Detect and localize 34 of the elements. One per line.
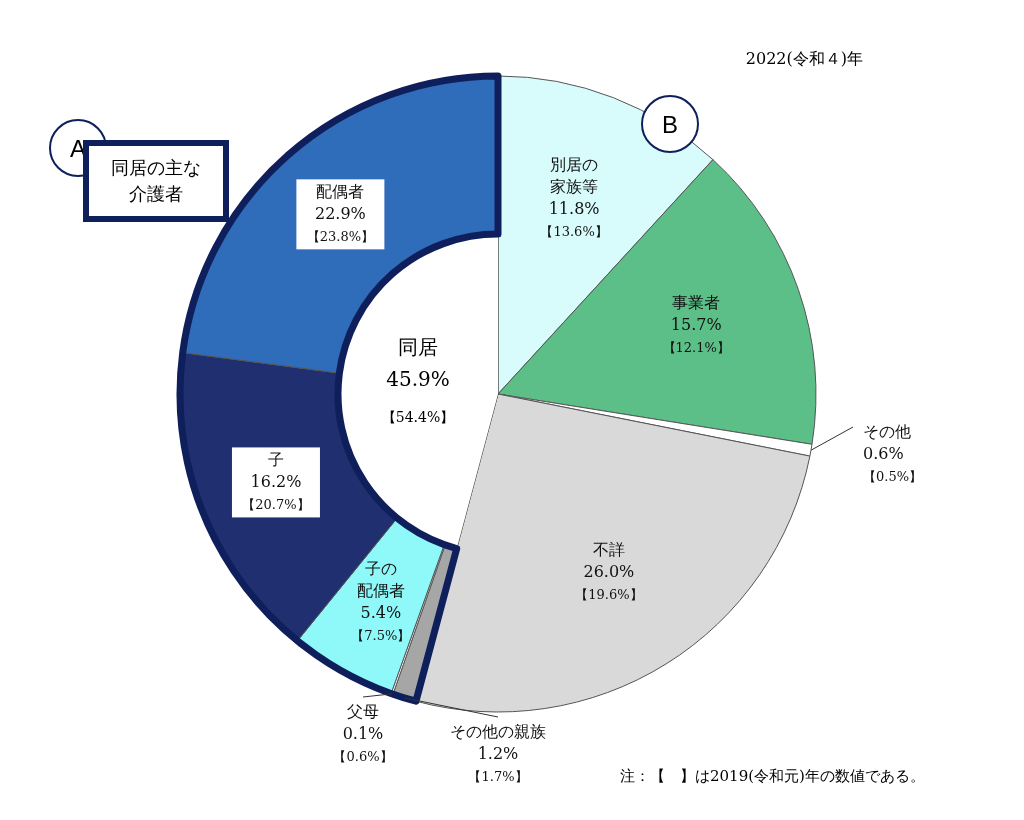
slice-label: その他の親族 [450,722,546,741]
text: B [661,111,679,138]
text: 【1.7%】 [468,769,528,784]
text: 【0.6%】 [333,749,393,764]
data-label: 5.4% [360,603,402,623]
data-label: 11.8% [548,199,600,219]
slice-label: その他 [863,422,911,441]
text: 【7.5%】 [351,628,411,644]
data-label: 16.2% [250,472,302,492]
text: 【23.8%】 [306,229,375,245]
text: 【12.1%】 [662,340,730,356]
slice-label: 父母 [347,702,379,721]
slice-label: 子の配偶者 [356,559,405,601]
text: 【54.4%】 [381,409,455,425]
data-label: 15.7% [670,315,722,335]
slice-label: 子 [267,450,284,470]
text: 45.9% [386,367,450,391]
data-label: 26.0% [583,562,635,582]
text: 注：【 】は2019(令和元)年の数値である。 [620,767,925,785]
data-label: 22.9% [314,204,366,224]
data-label: 0.1% [342,724,384,743]
slice-label: 配偶者 [316,182,365,202]
text: 同居 [398,335,438,359]
slice-label: 別居の家族等 [550,155,599,197]
slice-label: 事業者 [672,293,721,313]
text: 【19.6%】 [575,587,643,603]
text: 【13.6%】 [540,224,608,240]
text: 【0.5%】 [863,469,923,484]
data-label: 1.2% [477,744,519,763]
chart-title: 2022(令和４)年 [745,49,863,68]
text: 同居の主な介護者 [111,157,201,204]
text: 【20.7%】 [242,497,310,513]
slice-label: 不詳 [592,540,625,560]
data-label: 0.6% [863,444,904,463]
